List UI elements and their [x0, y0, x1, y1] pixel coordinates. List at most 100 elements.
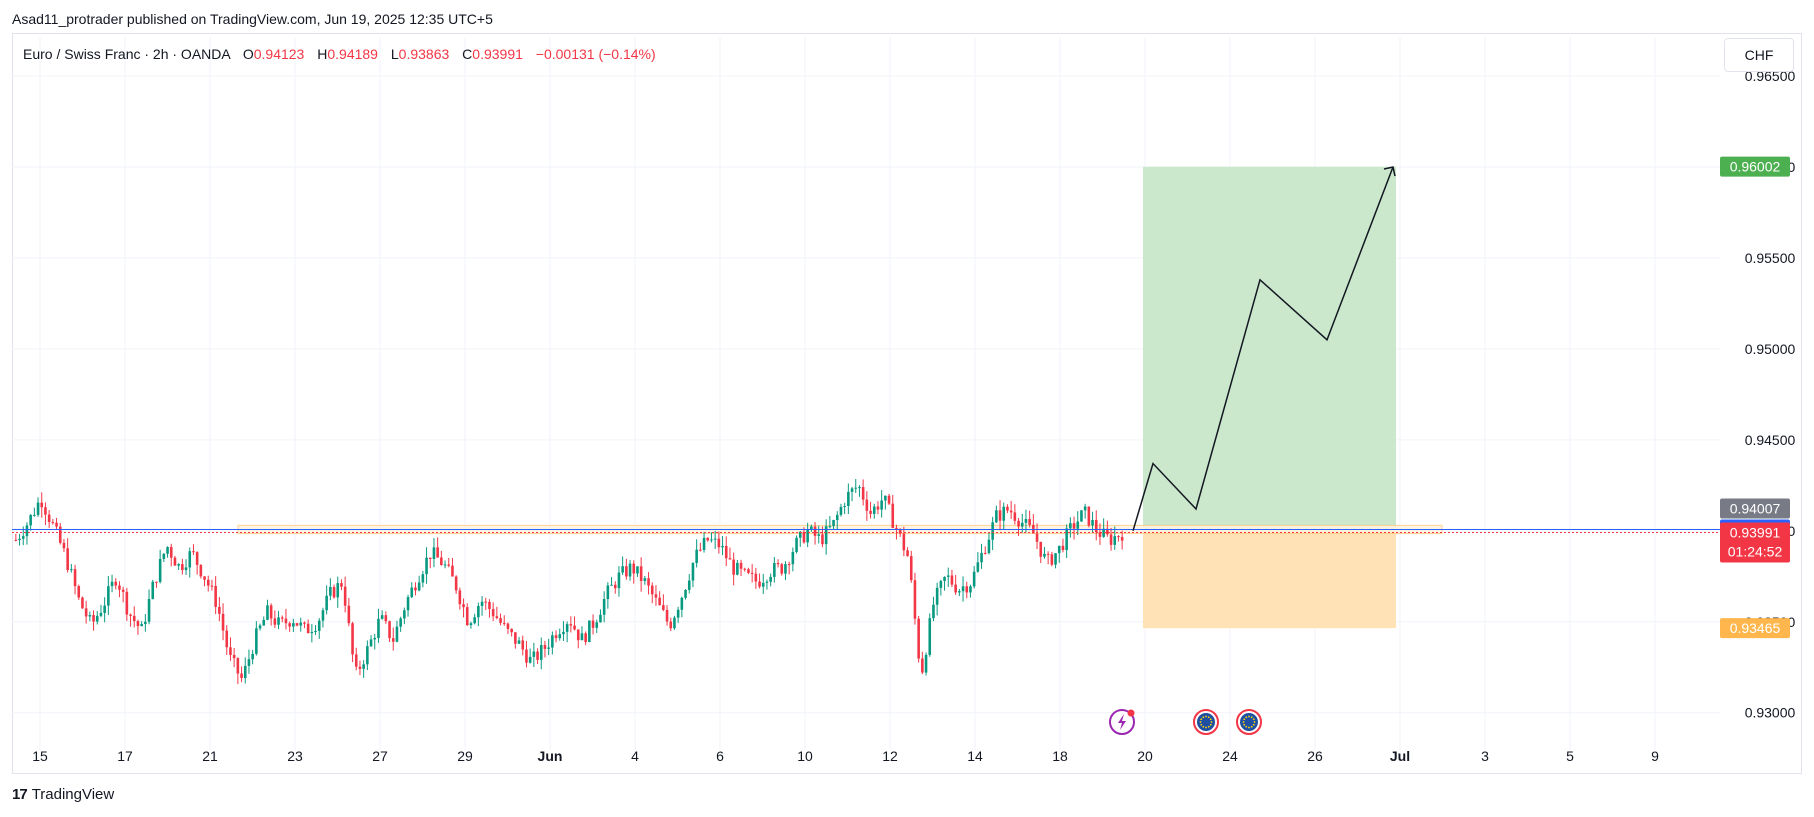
candle-body — [902, 533, 906, 551]
candle-body — [913, 580, 917, 619]
candle-body — [1072, 523, 1076, 529]
candle-body — [665, 609, 669, 622]
candle-body — [750, 572, 754, 574]
candle-body — [673, 617, 676, 629]
candle-body — [1113, 536, 1117, 545]
candle-body — [166, 547, 169, 554]
candle-body — [965, 586, 969, 593]
candle-body — [155, 581, 158, 583]
loss-zone[interactable] — [1143, 529, 1396, 629]
candle-body — [151, 581, 155, 600]
candle-body — [658, 597, 661, 606]
candle-body — [499, 618, 502, 623]
candle-body — [573, 625, 576, 630]
eu-flag-disc — [1197, 713, 1215, 731]
candle-body — [95, 615, 99, 622]
candle-body — [129, 614, 132, 616]
candle-body — [802, 531, 806, 543]
candle-body — [917, 618, 920, 659]
eu-star — [1207, 716, 1210, 719]
candle-body — [221, 613, 225, 631]
candle-body — [73, 569, 77, 587]
candle-body — [588, 620, 591, 642]
candle-body — [303, 622, 306, 624]
time-tick-label: 24 — [1222, 748, 1238, 764]
eu-flag-disc — [1240, 713, 1258, 731]
candle-body — [214, 585, 217, 607]
projection-line[interactable] — [1132, 166, 1394, 532]
candle-body — [1054, 553, 1057, 565]
candle-body — [103, 605, 106, 613]
candle-body — [218, 606, 221, 614]
eu-star — [1253, 721, 1256, 723]
candle-body — [118, 585, 121, 590]
candle-body — [484, 601, 488, 603]
candle-body — [451, 565, 454, 577]
candle-body — [84, 608, 88, 617]
candle-body — [1076, 521, 1080, 529]
close-value: 0.93991 — [472, 46, 523, 62]
candle-body — [835, 514, 839, 521]
candle-body — [184, 567, 188, 571]
time-tick-label: 6 — [716, 748, 724, 764]
time-tick-label: 15 — [32, 748, 48, 764]
change-value: −0.00131 (−0.14%) — [535, 46, 656, 62]
candle-body — [380, 615, 384, 619]
candle-body — [1069, 523, 1072, 529]
candle-body — [1028, 519, 1031, 525]
profit-zone[interactable] — [1143, 166, 1396, 530]
candle-body — [1083, 506, 1087, 511]
eu-star — [1252, 718, 1255, 721]
low-label: L — [390, 46, 399, 62]
candle-body — [44, 507, 47, 515]
time-tick-label: Jul — [1390, 748, 1410, 764]
price-lines — [12, 529, 1720, 533]
candle-body — [780, 564, 784, 574]
candle-body — [806, 529, 809, 543]
candle-body — [946, 575, 950, 577]
candle-body — [192, 551, 195, 553]
candle-body — [110, 581, 114, 587]
event-markers — [1109, 709, 1262, 735]
currency-button[interactable]: CHF — [1724, 38, 1794, 72]
high-value: 0.94189 — [327, 46, 378, 62]
candle-body — [728, 558, 732, 560]
candle-body — [980, 552, 983, 563]
candle-body — [177, 564, 180, 566]
candle-body — [547, 647, 550, 649]
close-label: C — [462, 46, 473, 62]
candle-body — [713, 538, 717, 540]
tradingview-branding[interactable]: 17 TradingView — [12, 786, 114, 803]
candle-body — [843, 505, 846, 507]
candle-body — [847, 491, 850, 506]
time-tick-label: 14 — [967, 748, 983, 764]
candle-body — [295, 623, 299, 626]
tradingview-name: TradingView — [31, 786, 115, 803]
candle-body — [236, 658, 240, 674]
candle-body — [699, 549, 702, 551]
candle-body — [195, 552, 199, 565]
candle-body — [92, 615, 95, 622]
eu-star — [1199, 721, 1202, 723]
candle-body — [310, 632, 314, 634]
candle-body — [314, 630, 317, 633]
candle-body — [425, 557, 428, 575]
eu-star — [1209, 723, 1212, 726]
candle-body — [169, 547, 173, 558]
candle-body — [935, 587, 939, 605]
eu-star — [1248, 726, 1250, 729]
projection-path — [1132, 166, 1396, 532]
candles — [14, 478, 1124, 685]
candle-body — [521, 640, 525, 650]
candle-body — [480, 601, 484, 606]
candle-body — [884, 495, 887, 501]
candle-body — [62, 542, 66, 549]
candle-body — [465, 607, 469, 626]
candle-body — [1120, 537, 1124, 541]
candle-body — [636, 566, 639, 574]
candle-body — [277, 617, 280, 625]
candle-body — [662, 605, 665, 610]
candle-body — [580, 633, 584, 641]
candle-body — [850, 488, 854, 492]
